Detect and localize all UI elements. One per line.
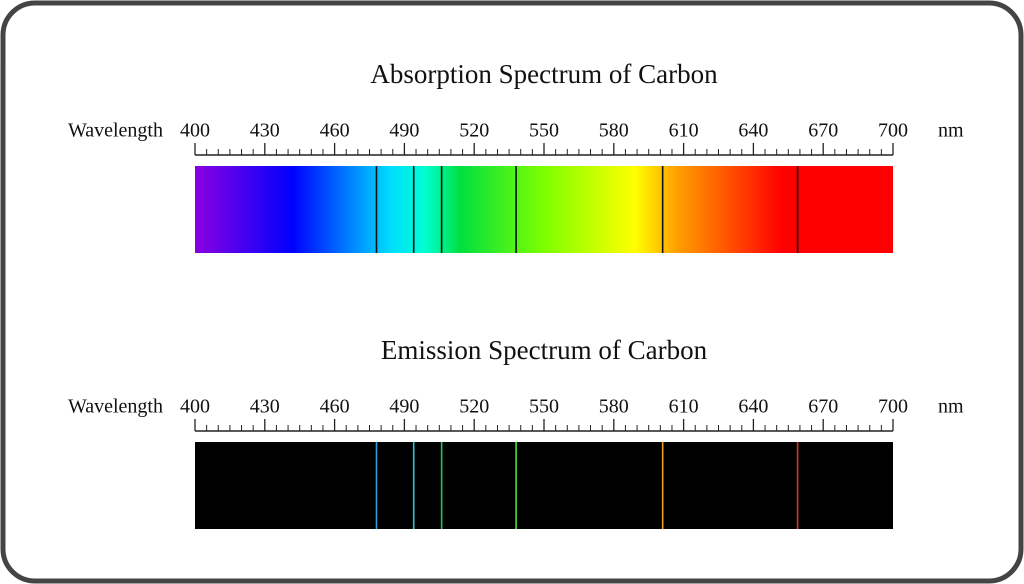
x-tick-label: 580 xyxy=(599,396,629,418)
x-tick-label: 460 xyxy=(320,120,350,142)
x-tick-label: 640 xyxy=(738,120,768,142)
chart-title: Absorption Spectrum of Carbon xyxy=(370,59,718,89)
unit-label: nm xyxy=(938,396,964,418)
x-tick-label: 700 xyxy=(878,396,908,418)
axis-label: Wavelength xyxy=(68,396,163,418)
x-tick-label: 460 xyxy=(320,396,350,418)
chart-title: Emission Spectrum of Carbon xyxy=(381,335,708,365)
x-tick-label: 400 xyxy=(180,396,210,418)
spectrum-strip xyxy=(195,442,893,529)
x-tick-label: 670 xyxy=(808,396,838,418)
x-tick-label: 430 xyxy=(250,396,280,418)
x-tick-label: 490 xyxy=(389,396,419,418)
x-tick-label: 700 xyxy=(878,120,908,142)
x-tick-label: 550 xyxy=(529,396,559,418)
unit-label: nm xyxy=(938,120,964,142)
x-tick-label: 520 xyxy=(459,120,489,142)
x-tick-label: 550 xyxy=(529,120,559,142)
x-tick-label: 580 xyxy=(599,120,629,142)
x-tick-label: 670 xyxy=(808,120,838,142)
axis-label: Wavelength xyxy=(68,120,163,142)
x-tick-label: 520 xyxy=(459,396,489,418)
x-tick-label: 400 xyxy=(180,120,210,142)
x-tick-label: 490 xyxy=(389,120,419,142)
x-tick-label: 640 xyxy=(738,396,768,418)
x-tick-label: 610 xyxy=(669,120,699,142)
x-tick-label: 430 xyxy=(250,120,280,142)
x-tick-label: 610 xyxy=(669,396,699,418)
spectrum-strip xyxy=(195,166,893,253)
